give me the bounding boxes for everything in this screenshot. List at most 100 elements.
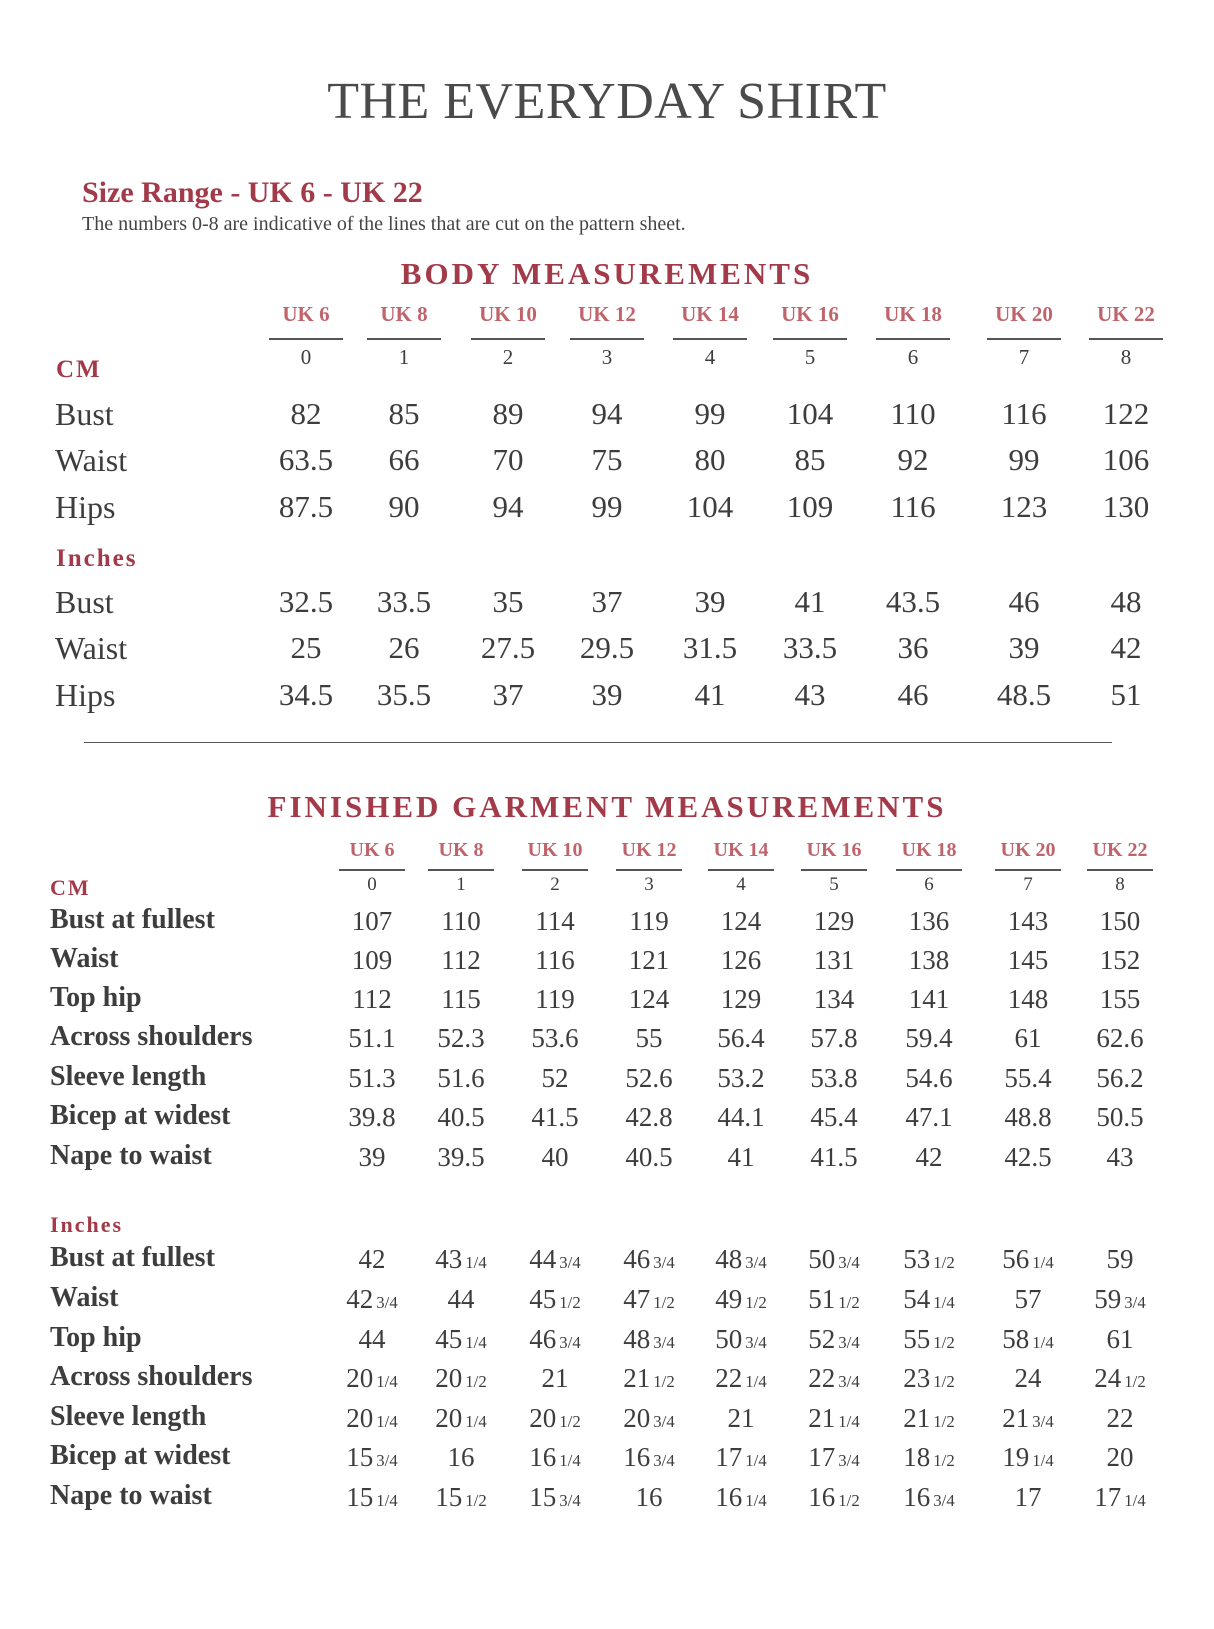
pattern-line-number: 1 <box>456 874 466 895</box>
table-cell: 45 1/4 <box>435 1324 487 1354</box>
table-cell: 21 3/4 <box>1002 1403 1054 1433</box>
pattern-line-number: 5 <box>804 345 816 369</box>
table-cell: 21 <box>541 1363 569 1393</box>
table-cell: 99 <box>591 489 623 524</box>
table-cell: 114 <box>535 906 575 936</box>
table-cell: 39 <box>358 1142 386 1172</box>
table-cell: 59 3/4 <box>1094 1284 1146 1314</box>
size-header: UK 10 <box>527 839 583 861</box>
table-cell: 21 <box>727 1403 755 1433</box>
table-cell: 66 <box>388 442 420 477</box>
table-cell: 112 <box>441 945 481 975</box>
size-header: UK 22 <box>1092 839 1148 861</box>
table-cell: 48 3/4 <box>623 1324 675 1354</box>
table-cell: 119 <box>629 906 669 936</box>
table-cell: 21 1/4 <box>808 1403 860 1433</box>
table-cell: 129 <box>720 984 762 1014</box>
table-cell: 40 <box>541 1142 569 1172</box>
table-cell: 56.2 <box>1096 1063 1144 1093</box>
size-range-heading: Size Range - UK 6 - UK 22 <box>82 176 423 209</box>
table-cell: 46 3/4 <box>529 1324 581 1354</box>
table-cell: 24 1/2 <box>1094 1363 1146 1393</box>
table-cell: 50 3/4 <box>715 1324 767 1354</box>
table-cell: 41 <box>727 1142 755 1172</box>
table-cell: 52 3/4 <box>808 1324 860 1354</box>
table-cell: 39 <box>591 677 623 712</box>
size-underline <box>896 869 962 871</box>
table-cell: 21 1/2 <box>903 1403 955 1433</box>
table-cell: 41.5 <box>810 1142 858 1172</box>
size-underline <box>339 869 405 871</box>
pattern-line-number: 7 <box>1018 345 1030 369</box>
table-cell: 23 1/2 <box>903 1363 955 1393</box>
pattern-line-number: 6 <box>924 874 934 895</box>
table-cell: 18 1/2 <box>903 1442 955 1472</box>
table-cell: 45.4 <box>810 1102 858 1132</box>
table-cell: 115 <box>441 984 481 1014</box>
table-cell: 85 <box>794 442 826 477</box>
table-cell: 39.8 <box>348 1102 396 1132</box>
table-cell: 25 <box>290 630 322 665</box>
table-cell: 39 <box>1008 630 1040 665</box>
table-cell: 63.5 <box>278 442 334 477</box>
table-cell: 16 3/4 <box>903 1482 955 1512</box>
table-cell: 47 1/2 <box>623 1284 675 1314</box>
table-cell: 141 <box>908 984 950 1014</box>
table-cell: 40.5 <box>625 1142 673 1172</box>
row-label: Hips <box>55 489 116 525</box>
table-cell: 42.8 <box>625 1102 673 1132</box>
table-cell: 19 1/4 <box>1002 1442 1054 1472</box>
size-header: UK 18 <box>884 302 942 326</box>
table-cell: 51 <box>1110 677 1142 712</box>
table-cell: 148 <box>1007 984 1049 1014</box>
table-cell: 99 <box>1008 442 1040 477</box>
table-cell: 16 1/2 <box>808 1482 860 1512</box>
size-underline <box>428 869 494 871</box>
table-cell: 50.5 <box>1096 1102 1144 1132</box>
table-cell: 16 1/4 <box>715 1482 767 1512</box>
size-header: UK 6 <box>349 839 395 861</box>
row-label: Bust at fullest <box>50 1242 215 1273</box>
table-cell: 56 1/4 <box>1002 1244 1054 1274</box>
table-cell: 58 1/4 <box>1002 1324 1054 1354</box>
table-cell: 26 <box>388 630 420 665</box>
table-cell: 75 <box>591 442 623 477</box>
table-cell: 49 1/2 <box>715 1284 767 1314</box>
table-cell: 152 <box>1099 945 1141 975</box>
pattern-line-number: 3 <box>644 874 654 895</box>
table-cell: 21 1/2 <box>623 1363 675 1393</box>
table-cell: 106 <box>1102 442 1150 477</box>
table-cell: 104 <box>786 396 834 431</box>
size-underline <box>673 338 747 340</box>
table-cell: 150 <box>1099 906 1141 936</box>
table-cell: 51.1 <box>348 1023 396 1053</box>
table-cell: 44.1 <box>717 1102 765 1132</box>
table-cell: 20 1/2 <box>529 1403 581 1433</box>
table-cell: 55 1/2 <box>903 1324 955 1354</box>
table-cell: 129 <box>813 906 855 936</box>
table-cell: 55 <box>635 1023 663 1053</box>
size-header: UK 22 <box>1097 302 1155 326</box>
table-cell: 51.3 <box>348 1063 396 1093</box>
table-cell: 34.5 <box>278 677 334 712</box>
size-underline <box>616 869 682 871</box>
table-cell: 51.6 <box>437 1063 485 1093</box>
table-cell: 116 <box>890 489 936 524</box>
table-cell: 99 <box>694 396 726 431</box>
pattern-line-number: 8 <box>1115 874 1125 895</box>
table-cell: 17 3/4 <box>808 1442 860 1472</box>
unit-label-inches: Inches <box>56 545 138 572</box>
table-cell: 130 <box>1102 489 1150 524</box>
pattern-line-number: 2 <box>502 345 514 369</box>
table-cell: 110 <box>441 906 481 936</box>
size-underline <box>471 338 545 340</box>
table-cell: 43 <box>1106 1142 1134 1172</box>
table-cell: 134 <box>813 984 855 1014</box>
table-cell: 24 <box>1014 1363 1042 1393</box>
size-header: UK 8 <box>438 839 484 861</box>
table-cell: 124 <box>720 906 762 936</box>
table-cell: 40.5 <box>437 1102 485 1132</box>
pattern-line-number: 1 <box>398 345 410 369</box>
table-cell: 39 <box>694 584 726 619</box>
table-cell: 53.8 <box>810 1063 858 1093</box>
